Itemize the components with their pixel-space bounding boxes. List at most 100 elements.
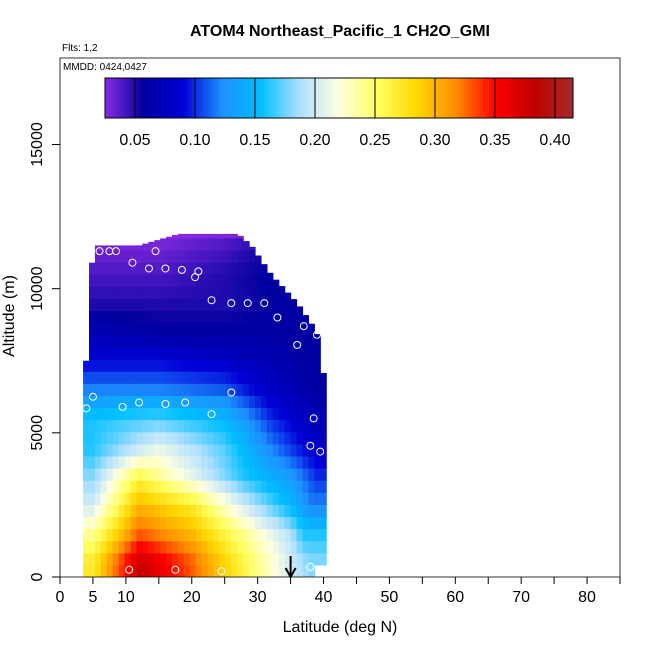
curtain-cell: [219, 443, 226, 457]
curtain-cell: [255, 346, 262, 360]
curtain-cell: [142, 504, 149, 518]
curtain-cell: [302, 528, 309, 542]
curtain-cell: [260, 516, 268, 530]
curtain-cell: [213, 322, 221, 336]
colorbar-segment: [523, 78, 527, 118]
colorbar-segment: [566, 78, 571, 118]
curtain-cell: [154, 383, 161, 396]
colorbar-segment: [245, 78, 250, 118]
curtain-cell: [219, 395, 226, 409]
curtain-cell: [201, 468, 209, 481]
curtain-cell: [278, 298, 286, 312]
curtain-cell: [266, 516, 274, 530]
colorbar-segment: [541, 78, 546, 118]
y-axis-tick-label: 0: [29, 572, 46, 581]
curtain-cell: [124, 504, 132, 518]
curtain-cell: [106, 492, 114, 505]
observation-point: [161, 264, 170, 273]
colorbar-segment: [282, 78, 287, 118]
curtain-cell: [195, 286, 203, 300]
colorbar: 0.05 0.10 0.15 0.20 0.25 0.30 0.35 0.40: [104, 77, 574, 149]
curtain-cell: [225, 359, 232, 372]
curtain-cell: [225, 407, 232, 421]
curtain-cell: [195, 443, 203, 457]
curtain-cell: [237, 455, 244, 469]
curtain-cell: [219, 346, 226, 360]
curtain-cell: [136, 528, 143, 542]
curtain-cell: [308, 419, 315, 433]
curtain-cell: [231, 552, 238, 566]
curtain-cell: [189, 298, 197, 312]
curtain-cell: [160, 359, 167, 372]
colorbar-segment: [186, 78, 190, 118]
curtain-cell: [284, 516, 292, 530]
curtain-cell: [177, 274, 185, 287]
curtain-cell: [225, 540, 232, 554]
curtain-cell: [100, 504, 108, 518]
curtain-cell: [88, 480, 96, 493]
curtain-cell: [255, 322, 262, 336]
curtain-cell: [225, 371, 232, 384]
observation-point: [82, 404, 91, 413]
observation-point: [112, 247, 120, 256]
curtain-cell: [88, 455, 96, 469]
colorbar-segment: [385, 78, 390, 118]
curtain-cell: [225, 250, 232, 263]
curtain-cell: [195, 492, 203, 505]
curtain-cell: [260, 346, 268, 360]
curtain-cell: [136, 262, 143, 275]
curtain-cell: [296, 346, 304, 360]
curtain-cell: [148, 371, 155, 384]
colorbar-segment: [220, 78, 225, 118]
curtain-cell: [249, 468, 256, 481]
curtain-cell: [183, 455, 191, 469]
curtain-cell: [130, 298, 138, 312]
curtain-cell: [130, 274, 138, 287]
curtain-cell: [213, 310, 221, 324]
curtain-cell: [255, 274, 262, 287]
curtain-cell: [266, 480, 274, 493]
curtain-cell: [160, 528, 167, 542]
curtain-cell: [207, 346, 215, 360]
colorbar-segment: [114, 78, 118, 118]
curtain-cell: [112, 250, 120, 263]
curtain-cell: [213, 492, 221, 505]
colorbar-frame: [104, 77, 574, 119]
curtain-cell: [219, 359, 226, 372]
curtain-cell: [272, 279, 280, 287]
curtain-cell: [106, 407, 114, 421]
curtain-cell: [112, 455, 120, 469]
curtain-cell: [160, 286, 167, 300]
curtain-cell: [207, 528, 215, 542]
curtain-cell: [213, 233, 221, 239]
curtain-cell: [83, 528, 90, 542]
curtain-cell: [83, 564, 90, 577]
curtain-cell: [183, 407, 191, 421]
curtain-cell: [255, 528, 262, 542]
curtain-cell: [177, 492, 185, 505]
curtain-cell: [213, 346, 221, 360]
curtain-cell: [284, 371, 292, 384]
curtain-cell: [231, 383, 238, 396]
colorbar-segment: [560, 78, 565, 118]
curtain-cell: [189, 359, 197, 372]
curtain-cell: [219, 298, 226, 312]
curtain-cell: [213, 383, 221, 396]
curtain-cell: [189, 250, 197, 263]
observation-point: [135, 398, 144, 407]
curtain-cell: [201, 346, 209, 360]
curtain-cell: [189, 443, 197, 457]
curtain-cell: [225, 528, 232, 542]
curtain-cell: [83, 371, 90, 384]
curtain-cell: [219, 552, 226, 566]
curtain-cell: [94, 274, 102, 287]
curtain-cell: [249, 371, 256, 384]
curtain-cell: [94, 322, 102, 336]
curtain-cell: [278, 540, 286, 554]
curtain-cell: [142, 243, 149, 251]
curtain-cell: [172, 286, 179, 300]
curtain-cell: [314, 371, 321, 384]
curtain-cell: [207, 504, 215, 518]
curtain-cell: [296, 322, 304, 336]
